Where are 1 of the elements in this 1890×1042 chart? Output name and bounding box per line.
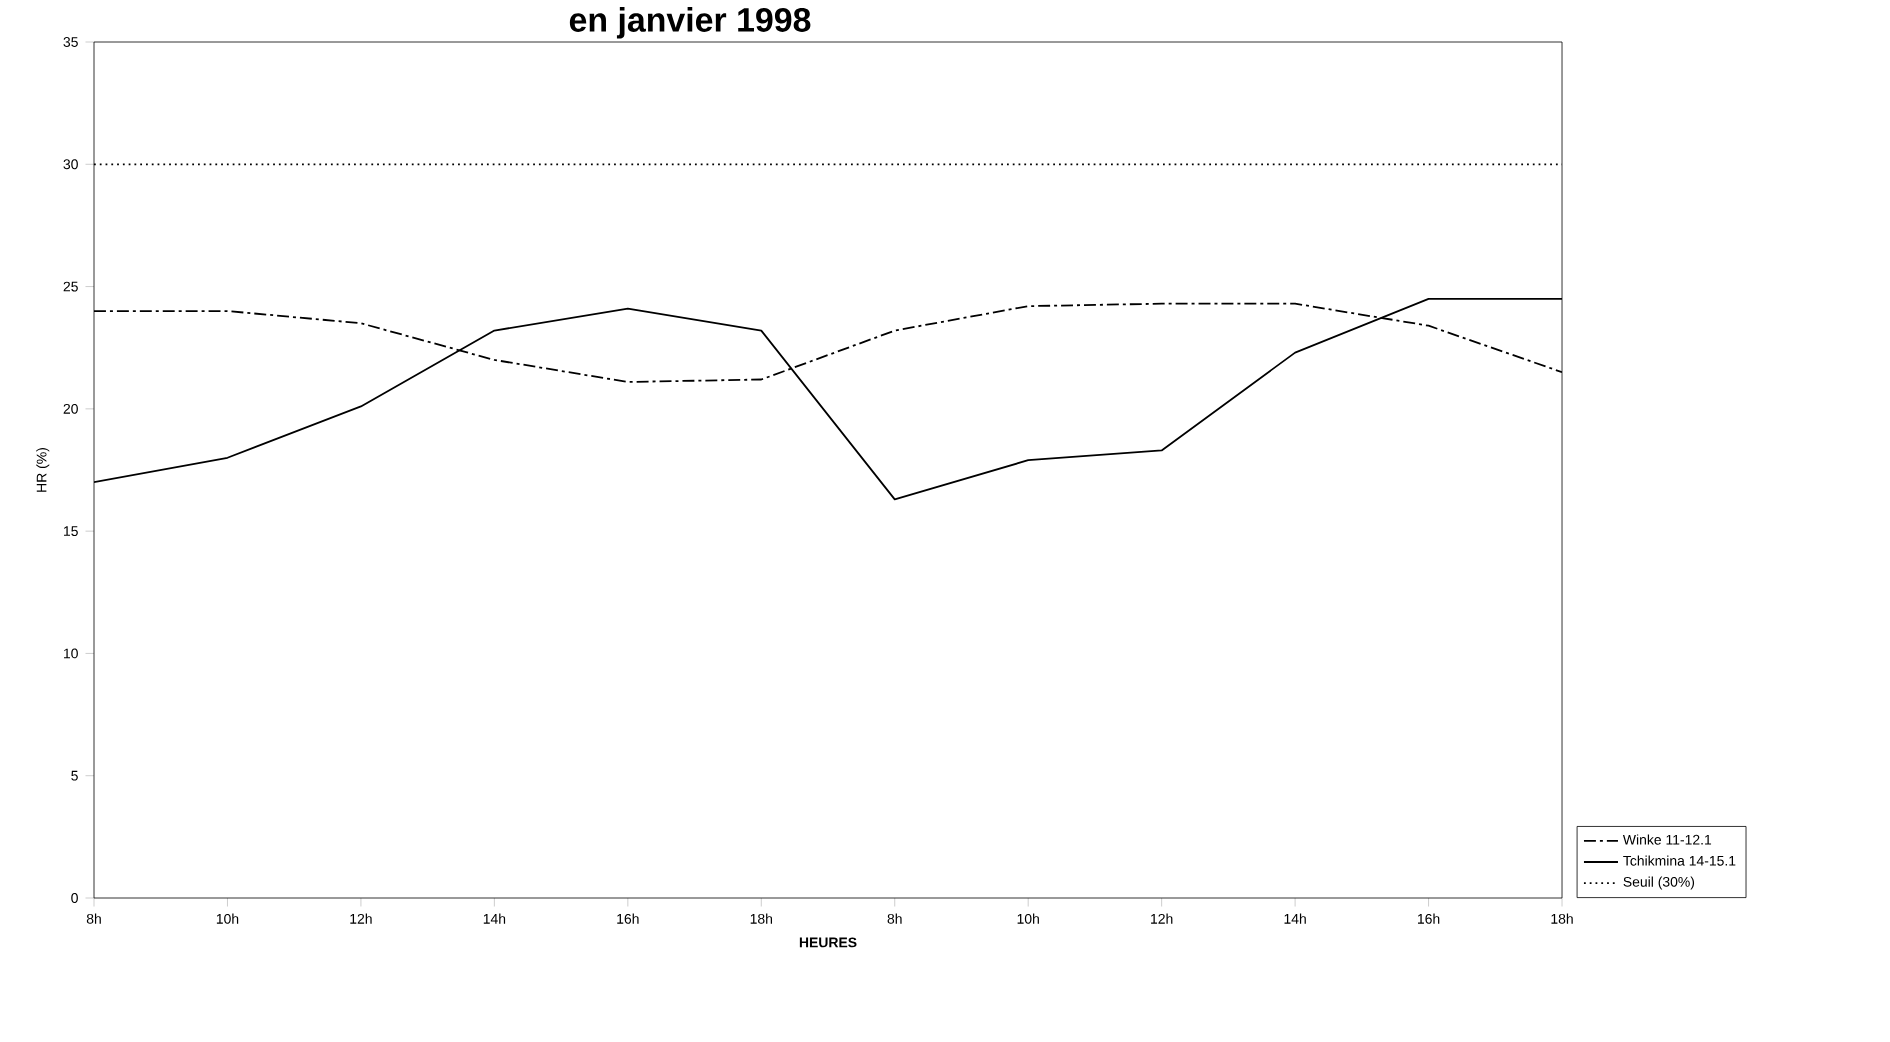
chart-title: en janvier 1998 [569,7,811,39]
